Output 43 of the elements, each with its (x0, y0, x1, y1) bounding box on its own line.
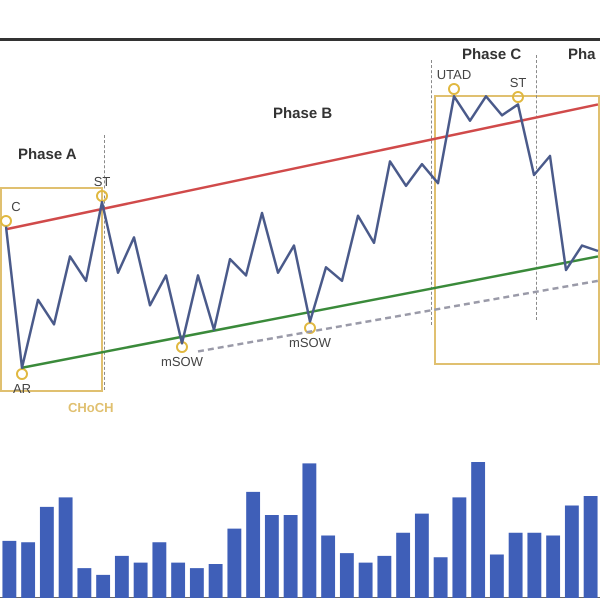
bar (546, 535, 560, 598)
bar (21, 542, 36, 598)
annotation: mSOW (289, 335, 331, 350)
annotation: ST (94, 174, 110, 189)
bar (246, 492, 260, 598)
bar (190, 568, 204, 598)
bar (414, 514, 429, 598)
text: CHoCH (68, 400, 114, 415)
bar (377, 556, 392, 598)
annotation: mSOW (161, 354, 203, 369)
text: ST (510, 75, 526, 90)
bar (208, 564, 223, 598)
bar (471, 462, 486, 598)
bar (114, 556, 129, 598)
bar (584, 496, 598, 598)
bar (134, 562, 148, 598)
bar (152, 542, 166, 598)
text: Phase C (462, 46, 522, 63)
bar (96, 574, 110, 598)
bar (302, 463, 316, 598)
bar (171, 562, 186, 598)
text: UTAD (436, 67, 472, 82)
bar (2, 540, 16, 598)
bar (527, 532, 542, 598)
annotation: C (11, 199, 21, 214)
bar (40, 506, 54, 598)
text: Pha (568, 46, 596, 63)
bar (227, 528, 242, 598)
bar (264, 515, 279, 598)
bar (508, 532, 523, 598)
bar (434, 557, 448, 598)
annotation: Phase B (273, 105, 332, 122)
bar (340, 553, 354, 598)
bar (490, 554, 504, 598)
bar (564, 506, 579, 598)
bar (396, 532, 410, 598)
bar (77, 568, 92, 598)
bar (321, 535, 336, 598)
annotation: Phase A (18, 146, 77, 163)
bar (284, 515, 298, 598)
bar (58, 497, 73, 598)
bar (452, 497, 466, 598)
bar (358, 562, 373, 598)
